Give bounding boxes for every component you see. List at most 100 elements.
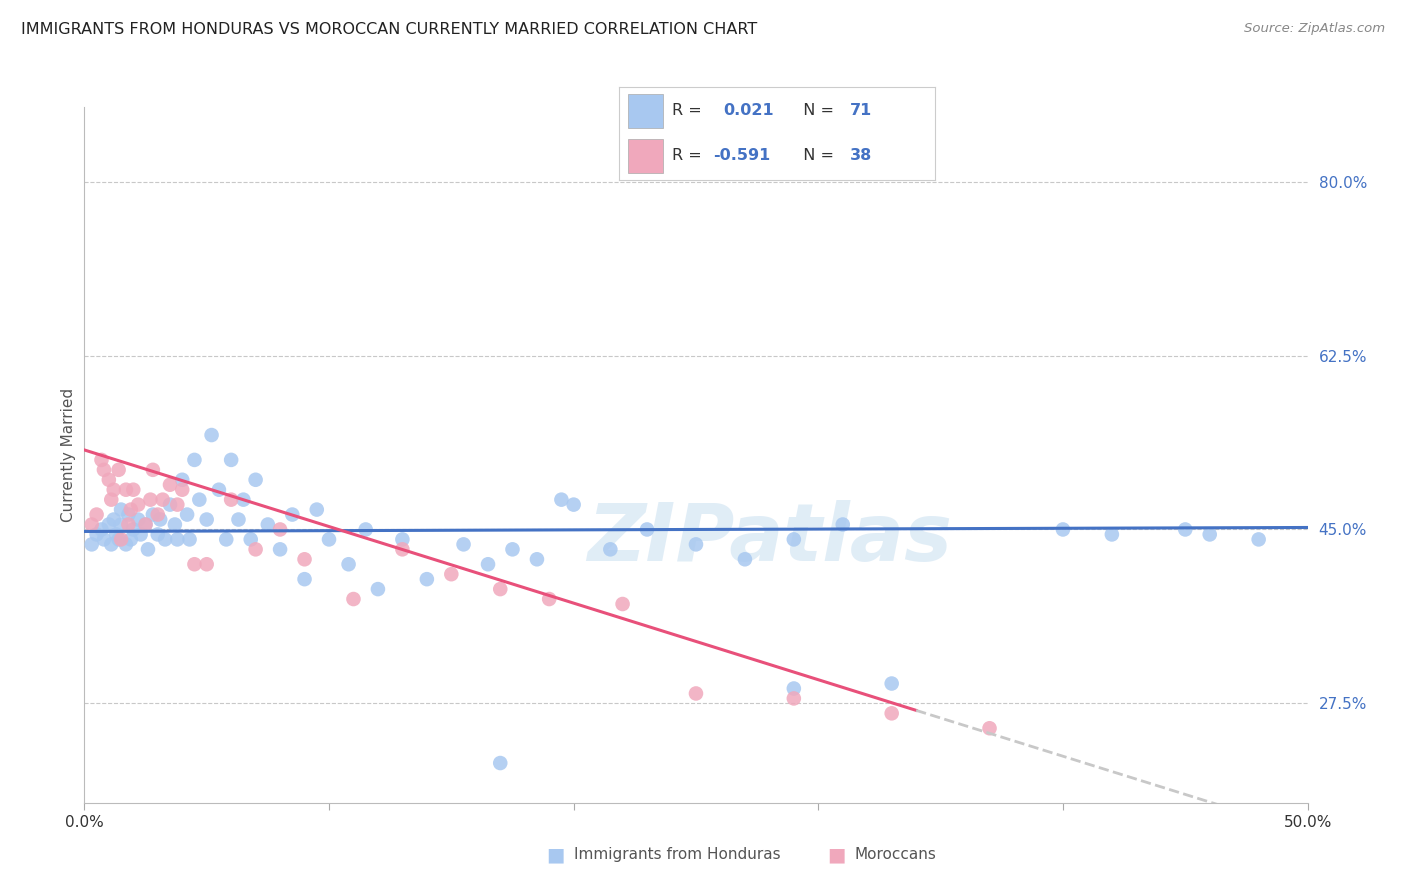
Point (90, 523, 112, 537)
Point (86, 508, 108, 522)
Point (135, 517, 157, 532)
Point (612, 597, 634, 611)
Point (219, 492, 242, 507)
Point (100, 492, 122, 507)
Point (880, 676, 903, 690)
Point (195, 512, 218, 526)
Point (562, 498, 585, 512)
Point (142, 508, 165, 522)
Point (188, 492, 211, 507)
Point (501, 542, 523, 557)
Point (142, 463, 165, 477)
FancyBboxPatch shape (628, 94, 664, 128)
Point (1198, 527, 1220, 541)
Point (100, 537, 122, 551)
Point (172, 483, 194, 497)
FancyBboxPatch shape (628, 139, 664, 173)
Point (117, 508, 139, 522)
Text: ZIPatlas: ZIPatlas (586, 500, 952, 578)
Point (318, 533, 340, 547)
Point (122, 483, 145, 497)
Point (93, 463, 115, 477)
Point (219, 453, 242, 467)
Point (139, 492, 162, 507)
Text: R =: R = (672, 103, 713, 119)
Text: ■: ■ (827, 845, 846, 864)
Point (120, 502, 142, 516)
Point (232, 492, 254, 507)
Y-axis label: Currently Married: Currently Married (60, 388, 76, 522)
Point (97, 517, 120, 532)
Point (734, 552, 756, 566)
Point (149, 512, 172, 526)
Point (127, 512, 149, 526)
Point (391, 533, 413, 547)
Point (195, 558, 218, 572)
Text: 0.021: 0.021 (723, 103, 773, 119)
Point (783, 691, 806, 706)
Point (215, 533, 238, 547)
Point (86, 527, 108, 541)
Text: 50.0%: 50.0% (1284, 814, 1331, 830)
Point (1174, 523, 1197, 537)
Point (367, 582, 389, 596)
Point (110, 533, 132, 547)
Point (239, 533, 262, 547)
Point (294, 572, 316, 586)
Point (179, 533, 201, 547)
Point (783, 681, 806, 696)
Text: R =: R = (672, 148, 707, 163)
Text: N =: N = (793, 103, 839, 119)
Point (979, 721, 1001, 735)
Point (245, 473, 267, 487)
Point (163, 517, 186, 532)
Point (354, 523, 377, 537)
Point (489, 756, 512, 770)
Point (342, 592, 364, 607)
Point (183, 558, 205, 572)
Point (135, 517, 157, 532)
Point (103, 483, 125, 497)
Point (110, 517, 132, 532)
Point (245, 542, 267, 557)
Point (337, 558, 360, 572)
Point (146, 508, 169, 522)
Point (269, 523, 291, 537)
Text: Immigrants from Honduras: Immigrants from Honduras (574, 847, 780, 862)
Text: IMMIGRANTS FROM HONDURAS VS MOROCCAN CURRENTLY MARRIED CORRELATION CHART: IMMIGRANTS FROM HONDURAS VS MOROCCAN CUR… (21, 22, 758, 37)
Point (599, 542, 621, 557)
Point (1247, 533, 1270, 547)
Point (526, 552, 548, 566)
Text: 71: 71 (849, 103, 872, 119)
Point (183, 453, 205, 467)
Point (146, 527, 169, 541)
Point (453, 537, 475, 551)
Text: Source: ZipAtlas.com: Source: ZipAtlas.com (1244, 22, 1385, 36)
Point (97, 473, 120, 487)
Point (110, 502, 132, 516)
Text: 0.0%: 0.0% (65, 814, 104, 830)
Point (477, 558, 499, 572)
Point (80, 537, 103, 551)
Point (440, 567, 463, 582)
Text: N =: N = (793, 148, 839, 163)
Point (166, 498, 188, 512)
Point (152, 492, 174, 507)
Point (107, 533, 129, 547)
Point (122, 523, 145, 537)
Point (305, 502, 328, 516)
Text: ■: ■ (546, 845, 565, 864)
Point (200, 428, 222, 442)
Text: -0.591: -0.591 (713, 148, 770, 163)
Point (294, 552, 316, 566)
Point (257, 517, 280, 532)
Point (1101, 527, 1123, 541)
Point (115, 483, 138, 497)
Point (136, 542, 159, 557)
Point (93, 533, 115, 547)
Point (172, 473, 194, 487)
Point (208, 483, 231, 497)
Point (538, 592, 561, 607)
Point (129, 527, 152, 541)
Point (159, 477, 181, 491)
